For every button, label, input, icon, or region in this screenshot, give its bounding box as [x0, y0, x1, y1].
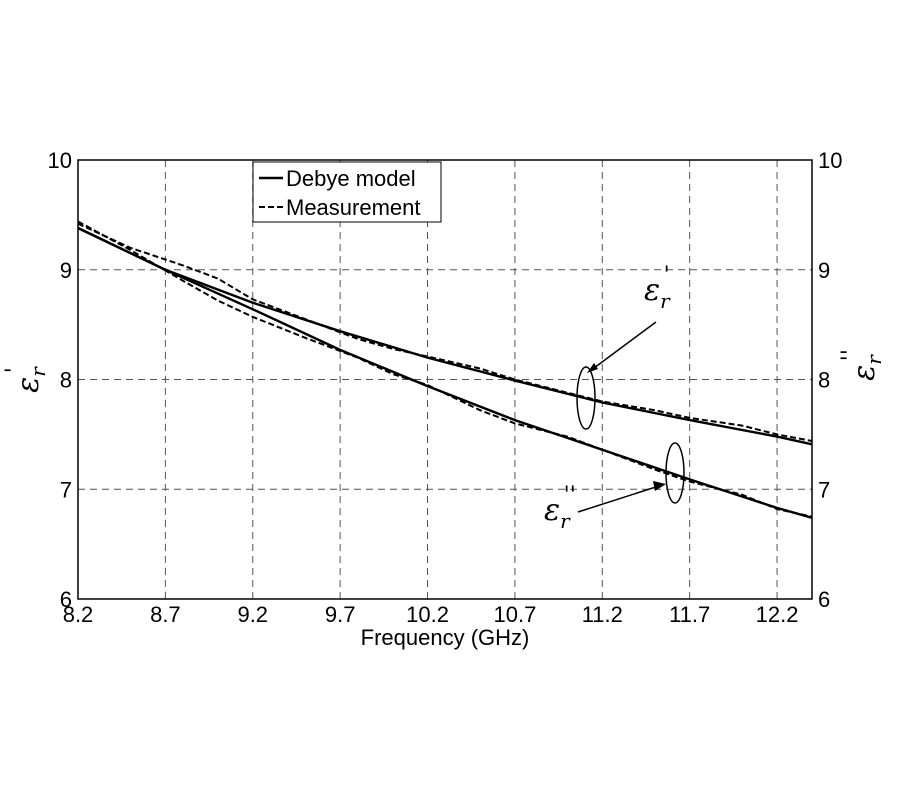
annotation-eps-imag: εr'' [544, 442, 685, 533]
arrow-eps-imag [577, 484, 663, 513]
arrow-eps-real [589, 321, 657, 372]
x-tick-label: 8.2 [63, 602, 94, 627]
y-right-symbol: ε [847, 365, 882, 381]
series-line-debye-real [77, 226, 813, 446]
x-tick-label: 9.7 [325, 602, 356, 627]
ellipse-eps-real [576, 366, 596, 430]
annotation-label-eps-real: εr' [644, 263, 671, 313]
y-tick-label-left: 6 [60, 587, 72, 612]
y-tick-labels: 6 6 7 7 8 8 9 9 10 10 [48, 148, 843, 612]
y-left-prime: ' [2, 367, 27, 373]
grid [78, 160, 812, 599]
y-tick-label-left: 10 [48, 148, 72, 173]
annotation-eps-real: εr' [576, 263, 671, 430]
annotation-label-eps-imag: εr'' [544, 483, 576, 533]
arrowhead-eps-real [587, 363, 598, 373]
legend-box [252, 161, 442, 223]
x-tick-label: 10.2 [406, 602, 449, 627]
ellipse-eps-imag [665, 442, 685, 504]
x-axis-label: Frequency (GHz) [361, 625, 530, 650]
x-tick-label: 10.7 [493, 602, 536, 627]
y-tick-label-right: 9 [818, 258, 830, 283]
y-tick-label-right: 8 [818, 368, 830, 393]
y-right-sub: r [862, 354, 886, 365]
y-tick-label-left: 7 [60, 477, 72, 502]
series-line-measurement-imag [77, 220, 813, 518]
y-right-prime: '' [838, 349, 863, 361]
svg-text:εr'': εr'' [838, 349, 886, 381]
x-tick-label: 12.2 [756, 602, 799, 627]
y-axis-label-left: εr' [2, 366, 50, 393]
plot-frame [77, 159, 813, 600]
x-tick-label: 11.2 [582, 602, 623, 627]
y-tick-label-left: 9 [60, 258, 72, 283]
series-line-measurement-real [77, 222, 813, 442]
arrowhead-eps-imag [653, 481, 666, 491]
y-tick-label-right: 7 [818, 477, 830, 502]
x-tick-label: 8.7 [150, 602, 181, 627]
x-tick-labels: 8.2 8.7 9.2 9.7 10.2 10.7 11.2 11.7 12.2 [63, 602, 799, 627]
y-tick-label-left: 8 [60, 368, 72, 393]
x-tick-label: 9.2 [237, 602, 268, 627]
legend-label-measurement: Measurement [286, 195, 421, 220]
y-tick-label-right: 6 [818, 587, 830, 612]
legend-label-debye: Debye model [286, 166, 416, 191]
y-tick-label-right: 10 [818, 148, 842, 173]
legend: Debye model Measurement [252, 161, 442, 223]
curves [77, 220, 813, 519]
series-line-debye-imag [77, 226, 813, 519]
y-left-symbol: ε [11, 377, 46, 393]
x-tick-label: 11.7 [669, 602, 710, 627]
svg-text:εr': εr' [2, 366, 50, 393]
y-left-sub: r [26, 366, 50, 377]
y-axis-label-right: εr'' [838, 349, 886, 381]
